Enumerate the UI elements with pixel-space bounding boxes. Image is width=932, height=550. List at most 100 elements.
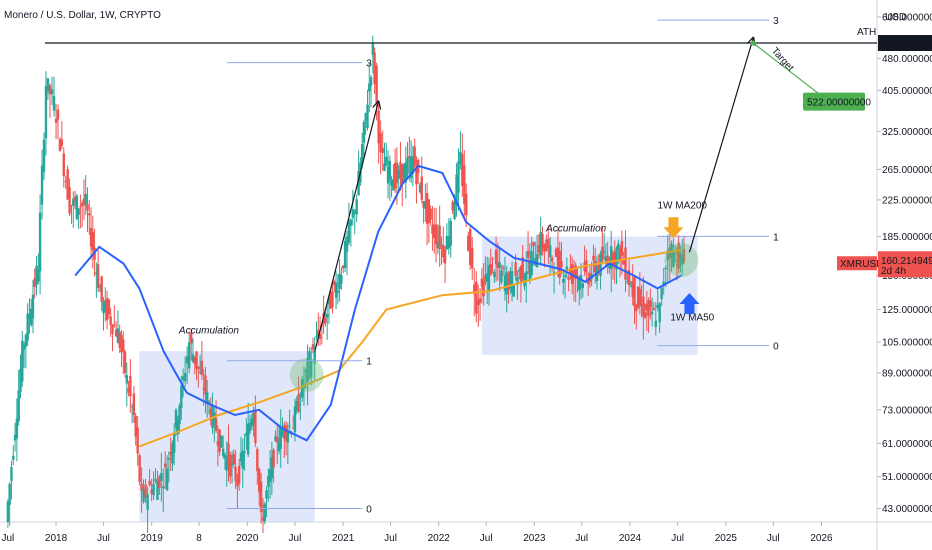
price-axis[interactable]: 600.00000000 480.00000000 405.00000000 325.…	[877, 12, 932, 515]
candle-body	[501, 267, 505, 269]
candle-body	[654, 320, 657, 327]
candle-body	[116, 328, 120, 343]
candle-body	[178, 405, 181, 425]
candle-body	[545, 240, 548, 252]
time-tick-label: Jul	[97, 533, 110, 544]
candle-body	[666, 250, 669, 261]
candle-body	[521, 257, 524, 279]
candle-body	[656, 305, 659, 308]
candle-body	[15, 418, 19, 439]
candle-body	[650, 311, 654, 315]
candle-body	[681, 255, 684, 265]
candle-body	[597, 264, 600, 269]
candle-body	[633, 277, 636, 307]
candle-body	[475, 281, 478, 314]
candle-body	[68, 187, 71, 214]
candle-body	[658, 303, 661, 323]
candle-body	[500, 270, 503, 283]
time-tick-label: Jul	[1, 533, 14, 544]
candle-body	[202, 388, 205, 390]
candle-body	[620, 241, 624, 256]
fib-level-label: 0	[366, 505, 372, 516]
candle-body	[404, 162, 407, 183]
candle-body	[183, 373, 187, 382]
accumulation-label-2: Accumulation	[545, 223, 606, 234]
candle-body	[132, 393, 136, 416]
candle-body	[516, 276, 519, 286]
candle-body	[80, 203, 84, 206]
candle-body	[156, 480, 159, 500]
candle-body	[288, 425, 291, 427]
ath-label: ATH	[857, 27, 876, 38]
candle-body	[144, 484, 147, 498]
candle-body	[402, 165, 406, 182]
candle-body	[461, 154, 464, 187]
price-tick-label: 61.00000000	[882, 439, 932, 450]
plot-area	[0, 0, 877, 522]
candle-body	[200, 360, 204, 375]
candle-body	[248, 422, 252, 432]
candle-body	[455, 174, 458, 205]
candle-body	[146, 494, 149, 510]
price-tick-label: 265.00000000	[882, 165, 932, 176]
candle-body	[37, 269, 40, 282]
candle-body	[357, 170, 360, 196]
candle-body	[24, 335, 28, 347]
candle-body	[635, 305, 638, 312]
candle-body	[528, 260, 532, 280]
candle-body	[433, 224, 436, 238]
candle-body	[649, 300, 652, 308]
candle-body	[636, 287, 640, 308]
fib-level-label: 3	[366, 59, 372, 70]
candle-body	[532, 241, 535, 247]
currency-label: USD	[885, 12, 906, 23]
candle-body	[195, 351, 198, 369]
time-axis[interactable]: Jul 2018 Jul 2019 8 2020 Jul 2021 Jul 2022 Jul 2023…	[1, 522, 833, 544]
candle-body	[489, 264, 492, 276]
candle-body	[368, 83, 371, 92]
candle-body	[539, 232, 542, 256]
time-tick-label: 2025	[715, 533, 738, 544]
ma50-label: 1W MA50	[670, 312, 714, 323]
candle-body	[594, 260, 597, 273]
candle-body	[297, 393, 300, 412]
candle-body	[64, 181, 67, 183]
time-tick-label: 2020	[236, 533, 259, 544]
candle-body	[485, 273, 489, 283]
candle-body	[181, 376, 185, 381]
candle-body	[431, 224, 434, 235]
candle-body	[329, 291, 332, 309]
candle-body	[163, 463, 167, 468]
candle-body	[185, 356, 189, 364]
candle-body	[642, 296, 645, 317]
candle-body	[38, 212, 42, 272]
candle-body	[443, 249, 447, 264]
candle-body	[84, 193, 87, 206]
candle-body	[308, 351, 311, 362]
candle-body	[503, 275, 507, 291]
candle-body	[543, 244, 546, 252]
candle-body	[327, 297, 331, 305]
candle-body	[173, 433, 176, 453]
candle-body	[349, 219, 353, 226]
candle-body	[371, 43, 375, 56]
candle-body	[355, 199, 358, 215]
candle-body	[549, 245, 552, 258]
candle-body	[150, 489, 153, 494]
candle-body	[216, 441, 220, 446]
candle-body	[221, 448, 225, 456]
candle-body	[283, 424, 286, 439]
candle-body	[261, 517, 265, 521]
candle-body	[467, 235, 470, 251]
candle-body	[436, 241, 440, 248]
candle-body	[52, 95, 56, 111]
candle-body	[77, 208, 80, 215]
candle-body	[268, 469, 272, 482]
candle-body	[434, 224, 438, 245]
candle-body	[366, 104, 369, 128]
candle-body	[401, 164, 404, 185]
candle-body	[397, 170, 400, 180]
candle-body	[267, 476, 270, 487]
price-tick-label: 325.00000000	[882, 127, 932, 138]
